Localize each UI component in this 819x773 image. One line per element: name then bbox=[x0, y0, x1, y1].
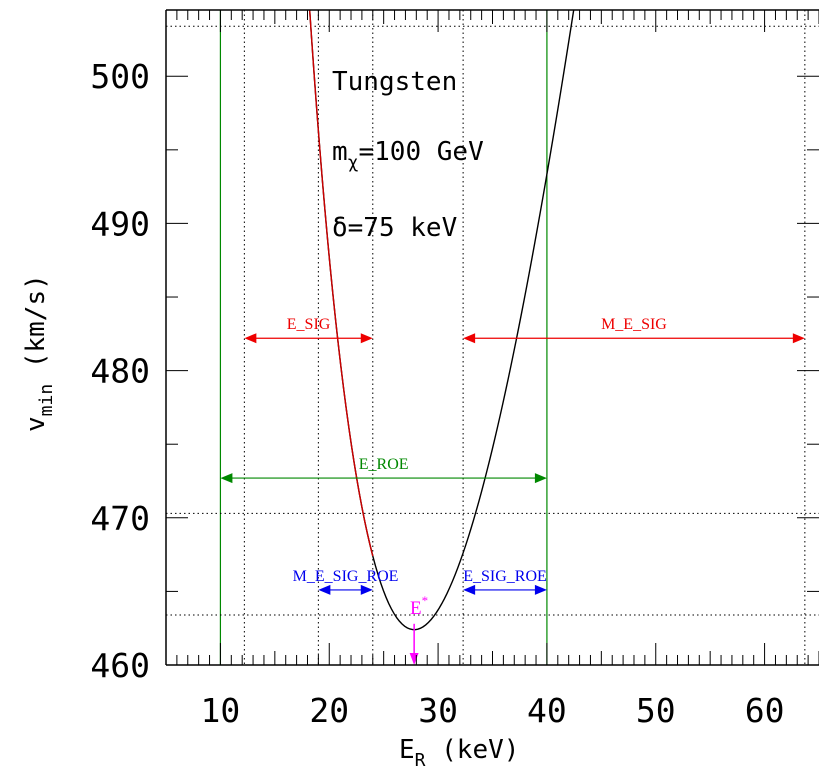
reference-lines bbox=[166, 10, 819, 665]
y-tick-label: 470 bbox=[90, 499, 150, 538]
range-m-e-sig: M_E_SIG bbox=[463, 316, 805, 344]
range-e-sig: E_SIG bbox=[244, 316, 373, 344]
arrowhead bbox=[463, 584, 476, 595]
estar-label: E* bbox=[410, 593, 428, 619]
y-axis-title: vmin (km/s) bbox=[21, 274, 57, 432]
plot-frame bbox=[165, 9, 819, 666]
target-label: Tungsten bbox=[332, 67, 457, 97]
range-m-e-sig-roe: M_E_SIG_ROE bbox=[293, 568, 399, 595]
arrowhead bbox=[534, 584, 547, 595]
y-tick-label: 500 bbox=[90, 57, 150, 96]
arrowhead bbox=[360, 584, 373, 595]
arrowhead bbox=[463, 333, 476, 344]
y-tick-label: 460 bbox=[90, 646, 150, 685]
arrowhead bbox=[360, 333, 373, 344]
y-tick-label: 490 bbox=[90, 204, 150, 243]
arrowhead bbox=[244, 333, 257, 344]
x-tick-label: 60 bbox=[745, 691, 785, 730]
x-tick-label: 10 bbox=[201, 691, 241, 730]
delta-label: δ=75 keV bbox=[332, 213, 457, 243]
range-label: E_SIG_ROE bbox=[463, 568, 547, 585]
x-tick-label: 20 bbox=[309, 691, 349, 730]
y-tick-label: 480 bbox=[90, 352, 150, 391]
range-e-roe: E_ROE bbox=[220, 456, 547, 484]
range-label: E_SIG bbox=[287, 316, 331, 333]
arrowhead bbox=[792, 333, 805, 344]
mass-label: mχ=100 GeV bbox=[332, 137, 484, 173]
annotation-text: Tungsten mχ=100 GeV δ=75 keV ER (keV) vm… bbox=[21, 57, 784, 771]
arrowhead bbox=[318, 584, 331, 595]
estar-arrowhead bbox=[409, 653, 419, 665]
x-tick-label: 30 bbox=[418, 691, 458, 730]
x-tick-label: 50 bbox=[636, 691, 676, 730]
vmin-curve-signal-segment bbox=[308, 10, 374, 557]
arrowhead bbox=[220, 473, 233, 484]
energy-range-arrows: E_SIG M_E_SIG E_ROE M_E_SIG_ROE E_SIG_ROE bbox=[220, 316, 805, 665]
range-label: M_E_SIG bbox=[601, 316, 667, 333]
vmin-curve bbox=[308, 10, 575, 631]
range-label: E_ROE bbox=[359, 456, 409, 473]
vmin-curve-layer bbox=[308, 10, 575, 631]
range-label: M_E_SIG_ROE bbox=[293, 568, 399, 585]
axis-ticks bbox=[165, 10, 819, 666]
arrowhead bbox=[534, 473, 547, 484]
x-tick-label: 40 bbox=[527, 691, 567, 730]
range-e-sig-roe: E_SIG_ROE bbox=[463, 568, 547, 595]
x-axis-title: ER (keV) bbox=[399, 735, 519, 771]
